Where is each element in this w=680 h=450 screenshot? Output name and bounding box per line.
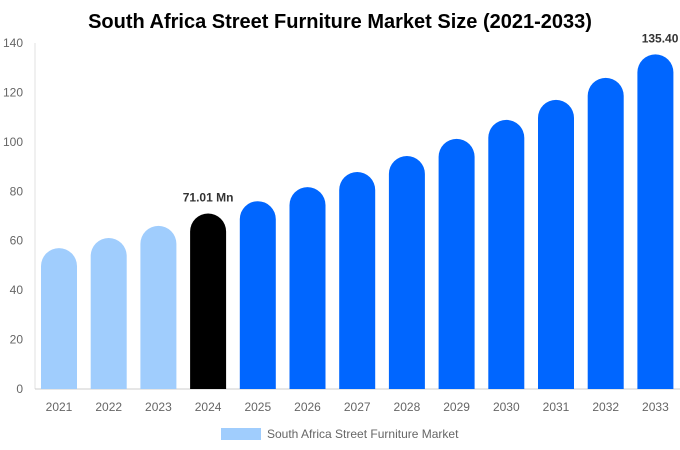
- y-tick-label: 80: [10, 184, 24, 198]
- data-label: 71.01 Mn: [183, 191, 234, 205]
- x-tick-label: 2026: [294, 400, 321, 414]
- x-tick-label: 2028: [394, 400, 421, 414]
- bar-2021: [41, 248, 77, 389]
- bar-2032: [587, 77, 624, 390]
- x-tick-label: 2022: [95, 400, 122, 414]
- x-tick-label: 2021: [46, 400, 73, 414]
- bar-2031: [538, 99, 574, 389]
- x-tick-label: 2023: [145, 400, 172, 414]
- y-tick-label: 40: [10, 283, 24, 297]
- x-tick-label: 2024: [195, 400, 222, 414]
- legend-label: South Africa Street Furniture Market: [267, 427, 459, 441]
- y-tick-label: 20: [10, 333, 24, 347]
- x-tick-label: 2030: [493, 400, 520, 414]
- x-tick-label: 2032: [592, 400, 619, 414]
- y-tick-label: 140: [3, 36, 23, 50]
- x-tick-label: 2031: [543, 400, 570, 414]
- x-tick-label: 2029: [443, 400, 470, 414]
- x-tick-label: 2027: [344, 400, 371, 414]
- bar-2029: [438, 138, 475, 389]
- legend-swatch: [221, 428, 261, 440]
- y-tick-label: 0: [16, 382, 23, 396]
- bar-2028: [388, 155, 425, 389]
- y-tick-label: 60: [10, 234, 24, 248]
- bar-2027: [339, 172, 376, 389]
- data-label: 135.40 Mn: [642, 31, 680, 45]
- x-tick-label: 2025: [244, 400, 271, 414]
- x-tick-label: 2033: [642, 400, 669, 414]
- bar-2024: [190, 213, 227, 389]
- bar-2026: [289, 187, 326, 389]
- bar-2023: [140, 225, 177, 389]
- chart-title: South Africa Street Furniture Market Siz…: [88, 11, 592, 33]
- y-tick-label: 120: [3, 85, 23, 99]
- bar-2030: [488, 119, 525, 389]
- y-tick-label: 100: [3, 135, 23, 149]
- bar-2033: [637, 54, 674, 390]
- bar-2025: [239, 201, 276, 389]
- bar-2022: [90, 237, 127, 389]
